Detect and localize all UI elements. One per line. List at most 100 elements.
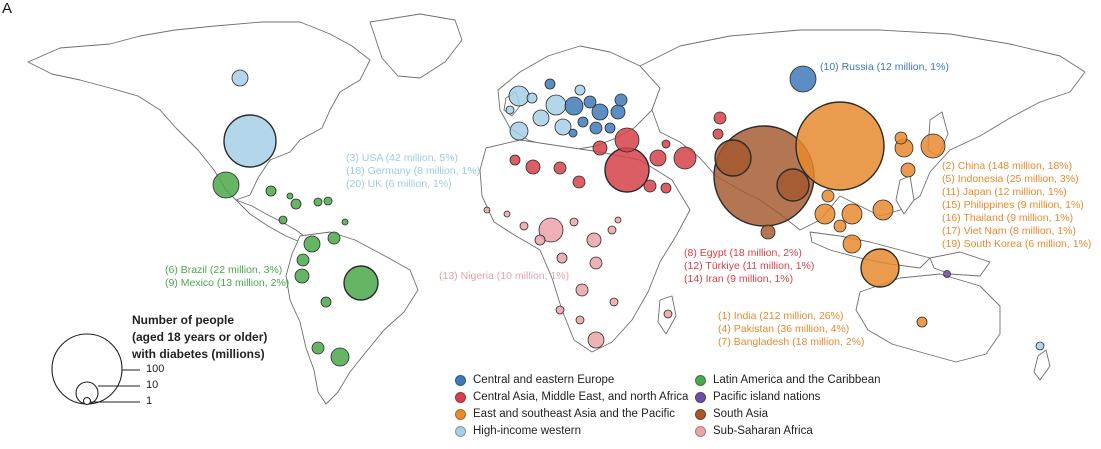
bubble-cameroon xyxy=(569,217,579,227)
bubble-drc xyxy=(556,252,568,264)
bubble-dominican xyxy=(290,198,302,210)
legend-label: East and southeast Asia and the Pacific xyxy=(473,408,676,420)
label-group-east-asia: (2) China (148 million, 18%) (5) Indones… xyxy=(942,160,1091,251)
legend-swatch xyxy=(455,391,466,403)
bubble-iraq xyxy=(649,149,667,167)
label-group-latin-america: (6) Brazil (22 million, 3%) (9) Mexico (… xyxy=(165,264,289,290)
label-pakistan: (4) Pakistan (36 million, 4%) xyxy=(718,323,850,335)
bubble-saudi xyxy=(643,179,657,193)
bubble-cuba xyxy=(265,185,277,197)
label-egypt: (8) Egypt (18 million, 2%) xyxy=(684,247,802,259)
legend-swatch xyxy=(455,374,466,386)
size-legend-title: Number of people (aged 18 years or older… xyxy=(132,312,267,363)
bubble-uzbekistan xyxy=(712,128,724,140)
legend-item-central-eastern-europe: Central and eastern Europe xyxy=(455,374,614,386)
bubble-malaysia xyxy=(842,234,862,254)
label-thailand: (16) Thailand (9 million, 1%) xyxy=(942,212,1074,224)
label-russia-line: (10) Russia (12 million, 1%) xyxy=(820,61,949,73)
bubble-afghan xyxy=(661,139,671,149)
bubble-baltic xyxy=(544,78,556,90)
bubble-argentina xyxy=(330,347,350,367)
bubble-ukraine xyxy=(591,103,609,121)
bubble-syria xyxy=(592,140,608,156)
new-zealand-land xyxy=(1033,349,1051,381)
label-china: (2) China (148 million, 18%) xyxy=(942,160,1073,172)
bubble-kazakhstan xyxy=(713,111,727,125)
bubble-nigeria xyxy=(538,217,564,243)
bubble-cambodia xyxy=(833,219,847,233)
bubble-png xyxy=(943,270,951,278)
label-nigeria: (13) Nigeria (10 million, 1%) xyxy=(439,270,570,282)
bubble-belarus xyxy=(583,95,597,109)
bubble-ghana xyxy=(534,234,546,246)
label-brazil: (6) Brazil (22 million, 3%) xyxy=(165,264,283,276)
bubble-yemen xyxy=(660,182,672,194)
bubble-guinea xyxy=(503,210,511,218)
bubble-algeria xyxy=(525,159,541,175)
bubble-brazil xyxy=(343,265,379,301)
bubble-iran xyxy=(673,146,697,170)
bubble-new-zealand xyxy=(1035,341,1045,351)
bubble-china xyxy=(795,101,885,191)
label-mexico: (9) Mexico (13 million, 2%) xyxy=(165,277,290,289)
bubble-australia xyxy=(916,316,928,328)
label-indonesia: (5) Indonesia (25 million, 3%) xyxy=(942,173,1079,185)
size-legend-circle-1 xyxy=(82,396,92,406)
bubble-germany xyxy=(545,94,567,116)
bubble-tanzania xyxy=(575,283,589,297)
bubble-italy xyxy=(554,118,572,136)
label-group-cmena: (8) Egypt (18 million, 2%) (12) Türkiye … xyxy=(684,247,814,286)
legend-label: High-income western xyxy=(473,425,582,437)
bubble-poland xyxy=(564,96,584,116)
bubble-guatemala xyxy=(278,215,288,225)
label-uk: (20) UK (6 million, 1%) xyxy=(346,178,452,190)
bubble-netherlands xyxy=(526,92,538,104)
label-bangladesh: (7) Bangladesh (18 million, 2%) xyxy=(718,336,865,348)
bubble-zimbabwe xyxy=(575,315,585,325)
bubble-croatia xyxy=(568,128,578,138)
legend-swatch xyxy=(695,374,706,386)
legend-swatch xyxy=(455,425,466,437)
bubble-north-korea xyxy=(894,131,908,145)
bubble-serbia xyxy=(589,121,603,135)
bubble-ethiopia xyxy=(586,232,602,248)
legend-item-cmena: Central Asia, Middle East, and north Afr… xyxy=(455,391,688,403)
bubble-carib-2 xyxy=(323,196,333,206)
legend-label: Latin America and the Caribbean xyxy=(713,374,881,386)
label-philippines: (15) Philippines (9 million, 1%) xyxy=(942,199,1084,211)
legend-swatch xyxy=(695,408,706,420)
bubble-viet-nam xyxy=(872,199,894,221)
bubble-somalia xyxy=(607,225,617,235)
country-bubbles xyxy=(212,65,1045,367)
bubble-south-africa xyxy=(587,331,605,349)
legend-swatch xyxy=(455,408,466,420)
label-germany: (18) Germany (8 million, 1%) xyxy=(346,165,481,177)
bubble-thailand xyxy=(814,203,836,225)
bubble-colombia xyxy=(303,235,321,253)
bubble-hungary xyxy=(577,116,589,128)
bubble-balkan xyxy=(614,93,628,107)
bubble-ecuador xyxy=(296,253,310,267)
label-south-korea: (19) South Korea (6 million, 1%) xyxy=(942,238,1092,250)
legend-swatch xyxy=(695,425,706,437)
legend-item-south-asia: South Asia xyxy=(695,408,768,420)
bubble-pakistan xyxy=(714,139,752,177)
bubble-kenya xyxy=(589,256,603,270)
bubble-sudan xyxy=(572,175,586,189)
size-legend-title-line-3: with diabetes (millions) xyxy=(132,347,265,361)
bubble-mali xyxy=(483,206,491,214)
size-legend-tick-10: 10 xyxy=(146,379,159,391)
bubble-scandinavia xyxy=(574,84,586,96)
bubble-angola xyxy=(555,305,565,315)
bubble-bangladesh xyxy=(776,168,810,202)
bubble-ireland xyxy=(505,105,515,115)
label-viet-nam: (17) Viet Nam (8 million, 1%) xyxy=(942,225,1077,237)
bubble-indonesia xyxy=(860,248,900,288)
bubble-romania xyxy=(610,104,626,120)
bubble-sri-lanka xyxy=(760,224,776,240)
bubble-morocco xyxy=(509,154,521,166)
size-legend-tick-100: 100 xyxy=(146,363,165,375)
bubble-bulgaria xyxy=(604,122,616,134)
bubble-spain xyxy=(509,121,529,141)
